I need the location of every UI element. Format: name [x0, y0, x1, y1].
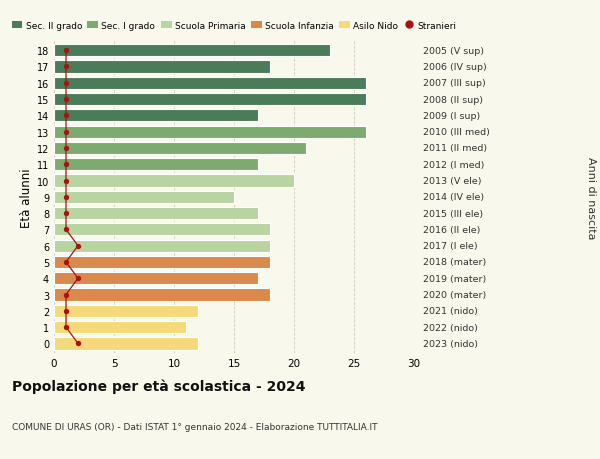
Text: 2011 (II med): 2011 (II med)	[423, 144, 487, 153]
Bar	[54, 126, 366, 139]
Bar	[54, 175, 294, 187]
Y-axis label: Età alunni: Età alunni	[20, 168, 32, 227]
Text: 2017 (I ele): 2017 (I ele)	[423, 241, 478, 251]
Point	[61, 226, 71, 234]
Text: COMUNE DI URAS (OR) - Dati ISTAT 1° gennaio 2024 - Elaborazione TUTTITALIA.IT: COMUNE DI URAS (OR) - Dati ISTAT 1° genn…	[12, 422, 377, 431]
Bar	[54, 321, 186, 334]
Point	[73, 275, 83, 282]
Point	[61, 161, 71, 168]
Bar	[54, 191, 234, 203]
Text: 2012 (I med): 2012 (I med)	[423, 160, 484, 169]
Bar	[54, 224, 270, 236]
Bar	[54, 94, 366, 106]
Text: 2006 (IV sup): 2006 (IV sup)	[423, 63, 487, 72]
Bar	[54, 142, 306, 155]
Text: Anni di nascita: Anni di nascita	[586, 156, 596, 239]
Text: 2009 (I sup): 2009 (I sup)	[423, 112, 480, 121]
Point	[61, 112, 71, 120]
Bar	[54, 305, 198, 317]
Bar	[54, 61, 270, 73]
Point	[61, 64, 71, 71]
Text: 2016 (II ele): 2016 (II ele)	[423, 225, 481, 235]
Point	[61, 210, 71, 217]
Point	[61, 324, 71, 331]
Point	[61, 47, 71, 55]
Bar	[54, 110, 258, 122]
Point	[61, 291, 71, 298]
Text: 2008 (II sup): 2008 (II sup)	[423, 95, 483, 104]
Point	[73, 242, 83, 250]
Text: 2023 (nido): 2023 (nido)	[423, 339, 478, 348]
Point	[61, 129, 71, 136]
Bar	[54, 78, 366, 90]
Bar	[54, 240, 270, 252]
Text: 2015 (III ele): 2015 (III ele)	[423, 209, 483, 218]
Text: 2018 (mater): 2018 (mater)	[423, 258, 486, 267]
Bar	[54, 45, 330, 57]
Text: 2013 (V ele): 2013 (V ele)	[423, 177, 482, 185]
Text: 2010 (III med): 2010 (III med)	[423, 128, 490, 137]
Bar	[54, 273, 258, 285]
Text: 2005 (V sup): 2005 (V sup)	[423, 46, 484, 56]
Text: 2014 (IV ele): 2014 (IV ele)	[423, 193, 484, 202]
Legend: Sec. II grado, Sec. I grado, Scuola Primaria, Scuola Infanzia, Asilo Nido, Stran: Sec. II grado, Sec. I grado, Scuola Prim…	[11, 22, 457, 31]
Text: 2021 (nido): 2021 (nido)	[423, 307, 478, 316]
Bar	[54, 207, 258, 220]
Text: Popolazione per età scolastica - 2024: Popolazione per età scolastica - 2024	[12, 379, 305, 393]
Point	[61, 259, 71, 266]
Bar	[54, 337, 198, 350]
Bar	[54, 289, 270, 301]
Point	[61, 308, 71, 315]
Bar	[54, 159, 258, 171]
Text: 2007 (III sup): 2007 (III sup)	[423, 79, 486, 88]
Text: 2019 (mater): 2019 (mater)	[423, 274, 486, 283]
Text: 2020 (mater): 2020 (mater)	[423, 291, 486, 299]
Text: 2022 (nido): 2022 (nido)	[423, 323, 478, 332]
Point	[73, 340, 83, 347]
Point	[61, 145, 71, 152]
Point	[61, 80, 71, 87]
Point	[61, 194, 71, 201]
Bar	[54, 256, 270, 269]
Point	[61, 96, 71, 104]
Point	[61, 178, 71, 185]
